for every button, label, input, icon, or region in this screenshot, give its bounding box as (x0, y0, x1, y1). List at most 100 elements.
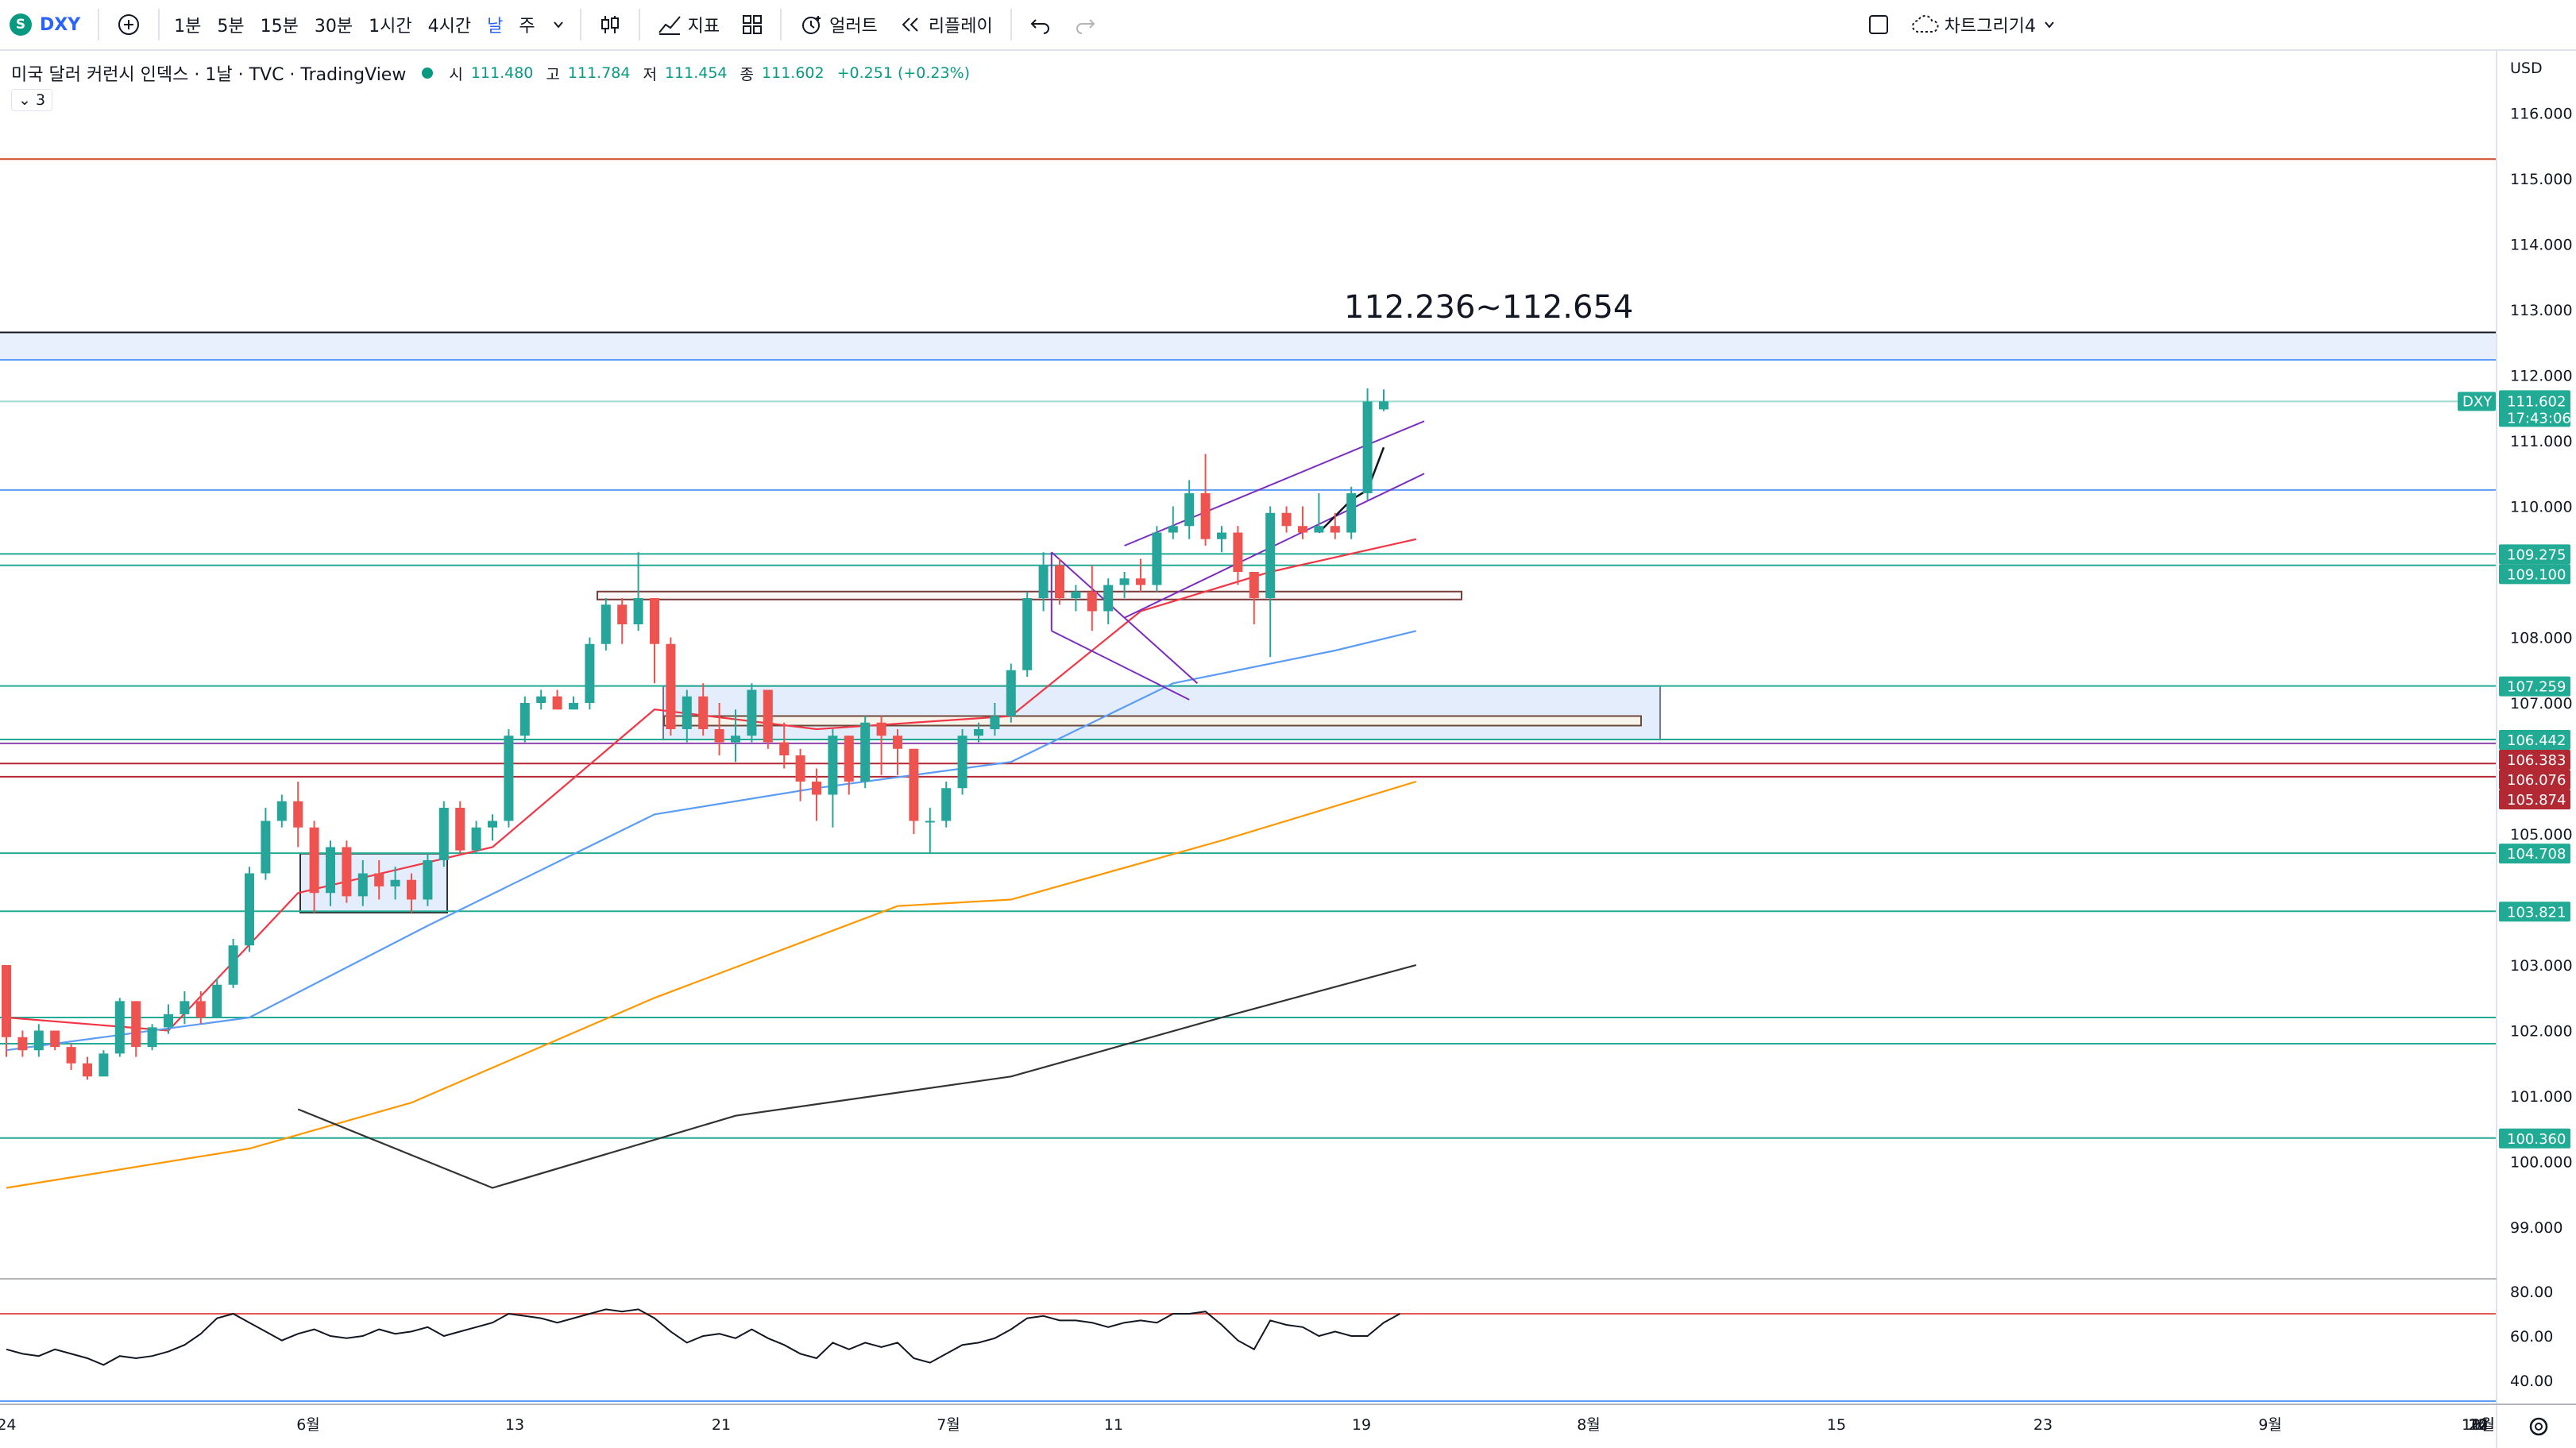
candle-body (666, 643, 676, 729)
price-tick-label: 115.000 (2510, 171, 2573, 188)
candle (795, 748, 805, 801)
candle (650, 598, 659, 684)
time-axis-label: 17 (2469, 1416, 2488, 1434)
interval-5m[interactable]: 5분 (217, 17, 245, 37)
candle-body (261, 821, 271, 874)
interval-1m[interactable]: 1분 (174, 17, 202, 37)
settings-gear-icon[interactable] (2529, 1417, 2548, 1436)
demand-zone-inner-box (663, 715, 1642, 727)
level-price-tag: 106.383 (2499, 750, 2570, 770)
current-price-countdown: 17:43:06 (2507, 410, 2571, 427)
candle-body (17, 1037, 28, 1051)
rsi-tick-label: 40.00 (2510, 1373, 2553, 1390)
candle (326, 840, 335, 906)
candle-body (50, 1030, 60, 1048)
undo-button[interactable] (1018, 0, 1063, 50)
time-axis-label: 22 (2469, 1416, 2488, 1434)
level-price-tag-bg (2499, 750, 2570, 770)
chart-title[interactable]: 미국 달러 커런시 인덱스 · 1날 · TVC · TradingView (11, 65, 407, 85)
price-tick-label: 116.000 (2510, 106, 2573, 123)
candle-body (974, 729, 983, 736)
candle-body (1217, 532, 1226, 539)
symbol-label: DXY (40, 14, 81, 35)
candle-body (276, 801, 287, 821)
candle (617, 598, 628, 644)
high-label: 고 (546, 65, 560, 83)
candle-body (471, 827, 481, 851)
chart-type-button[interactable] (588, 0, 632, 50)
candle (698, 683, 709, 736)
candle (164, 1004, 173, 1034)
level-price-tag-label: 106.383 (2507, 752, 2566, 769)
chevron-down-icon (553, 21, 563, 29)
interval-30m[interactable]: 30분 (314, 17, 353, 37)
redo-button[interactable] (1063, 0, 1107, 50)
candle-body (1379, 401, 1388, 410)
candle (471, 821, 481, 854)
replay-button[interactable]: 리플레이 (889, 0, 1004, 50)
fullscreen-checkbox[interactable] (1857, 0, 1900, 50)
candle-body (131, 1001, 141, 1048)
candle-body (941, 788, 952, 821)
moving-average-long-line (297, 963, 1417, 1189)
candle (666, 637, 676, 736)
interval-4h[interactable]: 4시간 (427, 17, 472, 37)
candle (33, 1024, 44, 1057)
candle (601, 598, 611, 651)
indicators-collapse-button[interactable]: ⌄ 3 (11, 89, 53, 111)
level-price-tag: 107.259 (2499, 676, 2570, 697)
level-price-tag-bg (2499, 544, 2570, 565)
candle (195, 991, 206, 1025)
grid-icon (743, 15, 763, 34)
time-axis-label: 11월 (2462, 1416, 2495, 1434)
candle (228, 939, 238, 988)
undo-icon (1030, 19, 1049, 34)
candle-body (925, 821, 935, 823)
candle-body (1330, 526, 1340, 533)
alert-button[interactable]: 얼러트 (788, 0, 889, 50)
candle (569, 696, 578, 710)
level-price-tag-bg (2499, 790, 2570, 810)
level-price-tag: 105.874 (2499, 790, 2570, 810)
close-label: 종 (740, 65, 755, 83)
indicators-button[interactable]: 지표 (647, 0, 731, 50)
interval-15m[interactable]: 15분 (260, 17, 299, 37)
price-tick-label: 102.000 (2510, 1023, 2573, 1041)
candle (876, 716, 886, 775)
candle (131, 1001, 141, 1057)
candle-body (1022, 598, 1033, 670)
interval-1h[interactable]: 1시간 (369, 17, 412, 37)
rewind-icon (902, 17, 918, 32)
level-price-tag-label: 100.360 (2507, 1131, 2566, 1148)
price-tick-label: 100.000 (2510, 1154, 2573, 1172)
candle (1330, 512, 1340, 539)
level-price-tag-bg (2499, 1128, 2570, 1149)
interval-dropdown-button[interactable] (543, 0, 574, 50)
candle-body (147, 1027, 157, 1048)
candle (1038, 552, 1049, 612)
candle-body (455, 808, 465, 851)
interval-day[interactable]: 날 (487, 17, 504, 37)
candle (407, 873, 416, 913)
candle-body (909, 748, 919, 821)
compare-symbol-button[interactable] (106, 0, 152, 50)
candle-body (795, 755, 805, 782)
symbol-search-button[interactable]: S DXY (0, 0, 91, 50)
candle (714, 703, 724, 755)
layout-name-button[interactable]: 차트그리기4 (1900, 0, 2068, 50)
price-tick-label: 101.000 (2510, 1088, 2573, 1106)
level-price-tag: 100.360 (2499, 1128, 2570, 1149)
interval-week[interactable]: 주 (519, 17, 535, 37)
redo-icon (1076, 19, 1095, 34)
templates-button[interactable] (731, 0, 774, 50)
candle-body (1314, 526, 1324, 533)
candle (438, 801, 449, 867)
candle (1168, 506, 1178, 539)
candle-body (488, 821, 497, 828)
candle-body (1200, 493, 1211, 539)
candle (536, 689, 546, 710)
alert-label: 얼러트 (829, 17, 878, 37)
level-price-tag-label: 105.874 (2507, 792, 2566, 809)
